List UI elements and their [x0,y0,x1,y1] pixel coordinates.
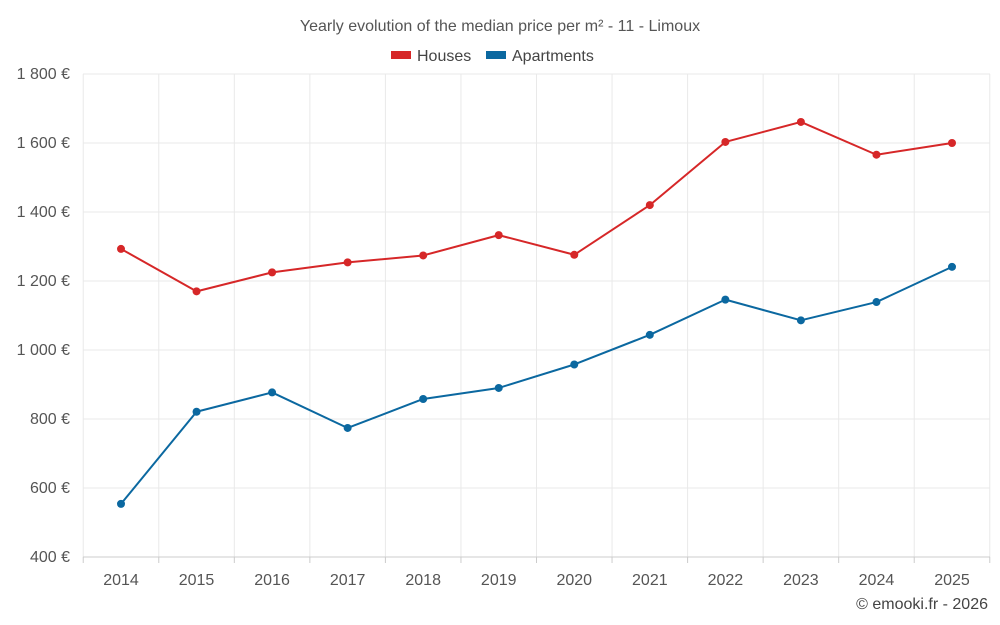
data-point-apartments[interactable] [268,388,277,397]
x-tick-label: 2015 [179,572,215,589]
x-tick-label: 2016 [254,572,290,589]
data-point-apartments[interactable] [570,360,579,369]
x-tick-label: 2014 [103,572,139,589]
data-point-apartments[interactable] [192,407,201,416]
data-point-houses[interactable] [419,251,428,260]
y-tick-label: 1 800 € [17,66,70,83]
y-axis-ticks: 400 € 600 € 800 € 1 000 € 1 200 € 1 400 € 1 60… [17,66,70,566]
x-tick-label: 2025 [934,572,970,589]
x-axis-ticks: 2014 2015 2016 2017 2018 2019 2020 2021 2022 2023… [82,557,991,589]
data-point-apartments[interactable] [721,295,730,304]
data-point-apartments[interactable] [796,316,805,325]
y-tick-label: 1 000 € [17,342,70,359]
x-tick-label: 2023 [783,572,819,589]
data-point-houses[interactable] [343,258,352,267]
data-point-apartments[interactable] [645,330,654,339]
legend-label-apartments[interactable]: Apartments [512,48,594,65]
legend-swatch-houses [391,51,411,59]
data-point-apartments[interactable] [948,262,956,271]
y-tick-label: 800 € [30,411,70,428]
legend: Houses Apartments [391,48,594,65]
x-tick-label: 2019 [481,572,517,589]
series-line-houses [120,120,953,293]
series-layer [117,117,956,508]
x-tick-label: 2020 [556,572,592,589]
data-point-houses[interactable] [872,150,881,159]
data-point-apartments[interactable] [343,423,352,432]
chart-title: Yearly evolution of the median price per… [300,18,700,35]
data-point-houses[interactable] [645,201,654,210]
y-tick-label: 1 400 € [17,204,70,221]
x-tick-label: 2024 [859,572,895,589]
y-tick-label: 1 600 € [17,135,70,152]
x-tick-label: 2017 [330,572,366,589]
series-houses [117,117,956,296]
y-tick-label: 1 200 € [17,273,70,290]
legend-label-houses[interactable]: Houses [417,48,471,65]
y-tick-label: 400 € [30,549,70,566]
series-line-apartments [120,265,953,505]
data-point-houses[interactable] [268,268,277,277]
data-point-apartments[interactable] [117,499,125,508]
data-point-houses[interactable] [192,287,201,296]
y-tick-label: 600 € [30,480,70,497]
legend-swatch-apartments [486,51,506,59]
data-point-houses[interactable] [948,139,956,147]
x-tick-label: 2018 [405,572,441,589]
data-point-houses[interactable] [494,231,503,240]
grid-lines [82,73,991,557]
data-point-houses[interactable] [570,250,579,259]
data-point-houses[interactable] [117,244,125,253]
x-tick-label: 2021 [632,572,668,589]
data-point-houses[interactable] [721,137,730,146]
series-apartments [117,262,956,508]
x-tick-label: 2022 [708,572,744,589]
credit-text: © emooki.fr - 2026 [856,596,988,613]
data-point-apartments[interactable] [419,394,428,403]
data-point-apartments[interactable] [872,298,881,307]
data-point-houses[interactable] [796,117,805,126]
data-point-apartments[interactable] [494,383,503,392]
